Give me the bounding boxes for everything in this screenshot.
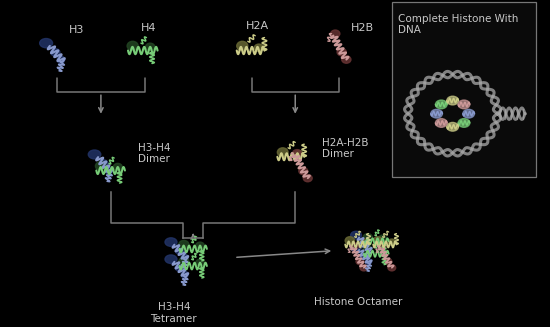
- Text: H3: H3: [69, 25, 84, 35]
- Text: H2B: H2B: [350, 23, 374, 33]
- Ellipse shape: [303, 175, 312, 182]
- Ellipse shape: [146, 43, 155, 51]
- Ellipse shape: [175, 264, 184, 271]
- Ellipse shape: [360, 252, 368, 258]
- Ellipse shape: [236, 41, 248, 51]
- Ellipse shape: [378, 248, 386, 254]
- Ellipse shape: [127, 41, 138, 51]
- Ellipse shape: [431, 109, 442, 118]
- Ellipse shape: [175, 247, 184, 254]
- Ellipse shape: [337, 48, 346, 56]
- Ellipse shape: [360, 239, 368, 245]
- Text: Complete Histone With
DNA: Complete Histone With DNA: [398, 14, 519, 35]
- Ellipse shape: [57, 56, 64, 63]
- Ellipse shape: [350, 231, 361, 239]
- Ellipse shape: [447, 122, 459, 131]
- Ellipse shape: [299, 167, 308, 175]
- Text: H2A-H2B
Dimer: H2A-H2B Dimer: [322, 138, 369, 160]
- Ellipse shape: [179, 257, 189, 266]
- Ellipse shape: [89, 150, 101, 159]
- Ellipse shape: [277, 148, 288, 157]
- Ellipse shape: [345, 237, 355, 245]
- Ellipse shape: [360, 265, 368, 271]
- Ellipse shape: [294, 150, 303, 158]
- Ellipse shape: [165, 238, 177, 246]
- Ellipse shape: [96, 162, 106, 171]
- FancyBboxPatch shape: [392, 2, 536, 177]
- Text: H3-H4
Dimer: H3-H4 Dimer: [138, 143, 170, 164]
- Ellipse shape: [165, 255, 177, 264]
- Ellipse shape: [293, 149, 301, 157]
- Text: H3-H4
Tetramer: H3-H4 Tetramer: [151, 302, 197, 324]
- Ellipse shape: [447, 96, 459, 105]
- Ellipse shape: [436, 100, 447, 109]
- Ellipse shape: [384, 258, 392, 265]
- Ellipse shape: [373, 237, 382, 245]
- Ellipse shape: [196, 259, 205, 266]
- Text: Histone Octamer: Histone Octamer: [314, 297, 403, 307]
- Ellipse shape: [350, 244, 361, 251]
- Ellipse shape: [458, 119, 470, 127]
- Ellipse shape: [113, 164, 122, 171]
- Ellipse shape: [378, 243, 386, 249]
- Ellipse shape: [105, 167, 112, 174]
- Ellipse shape: [363, 233, 372, 241]
- Ellipse shape: [356, 258, 364, 265]
- Ellipse shape: [51, 49, 60, 56]
- Ellipse shape: [40, 39, 53, 48]
- Ellipse shape: [388, 239, 395, 245]
- Ellipse shape: [254, 44, 263, 51]
- Ellipse shape: [378, 235, 386, 241]
- Ellipse shape: [331, 30, 340, 37]
- Ellipse shape: [350, 243, 359, 249]
- Ellipse shape: [436, 119, 447, 127]
- Ellipse shape: [365, 258, 372, 265]
- Ellipse shape: [360, 240, 368, 246]
- Ellipse shape: [363, 246, 372, 254]
- Text: H4: H4: [141, 23, 156, 33]
- Ellipse shape: [458, 100, 470, 109]
- Text: H2A: H2A: [246, 21, 269, 31]
- Ellipse shape: [179, 240, 189, 249]
- Ellipse shape: [99, 160, 108, 167]
- Ellipse shape: [463, 109, 475, 118]
- Ellipse shape: [388, 265, 395, 271]
- Ellipse shape: [182, 271, 188, 278]
- Ellipse shape: [196, 242, 205, 249]
- Ellipse shape: [365, 246, 372, 252]
- Ellipse shape: [342, 56, 351, 63]
- Ellipse shape: [182, 254, 188, 261]
